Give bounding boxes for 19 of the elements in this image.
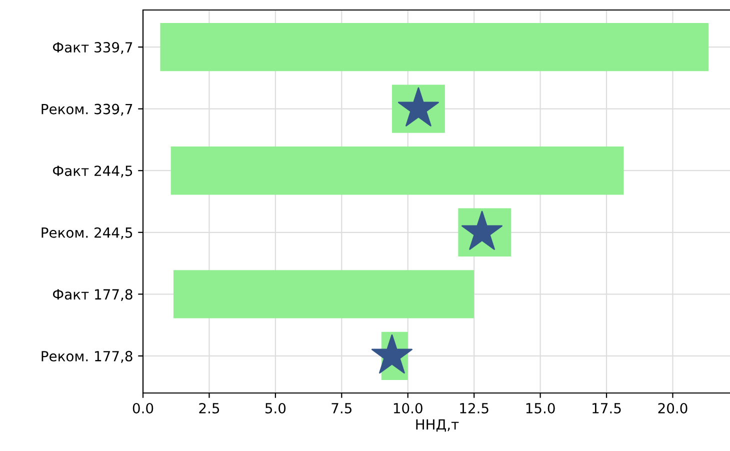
- x-tick-label: 12.5: [460, 402, 488, 414]
- y-tick-label: Факт 244,5: [52, 166, 132, 178]
- y-tick-label: Реком. 177,8: [42, 350, 132, 363]
- y-tick-label: Факт 339,7: [52, 42, 132, 54]
- bar: [170, 146, 624, 195]
- x-tick-label: 10.0: [394, 402, 422, 414]
- x-axis-title: ННД,т: [416, 419, 459, 432]
- x-tick-label: 20.0: [658, 402, 688, 414]
- y-tick-label: Реком. 339,7: [42, 104, 132, 116]
- bar: [173, 270, 474, 318]
- bar: [160, 22, 708, 72]
- x-tick-label: 5.0: [265, 402, 286, 414]
- x-tick-label: 17.5: [592, 403, 621, 414]
- x-tick-label: 2.5: [199, 402, 220, 414]
- x-tick-label: 0.0: [132, 402, 154, 414]
- y-tick-label: Факт 177,8: [52, 289, 132, 302]
- x-tick-label: 15.0: [526, 402, 555, 414]
- x-tick-label: 7.5: [332, 403, 352, 414]
- y-tick-label: Реком. 244,5: [42, 227, 132, 240]
